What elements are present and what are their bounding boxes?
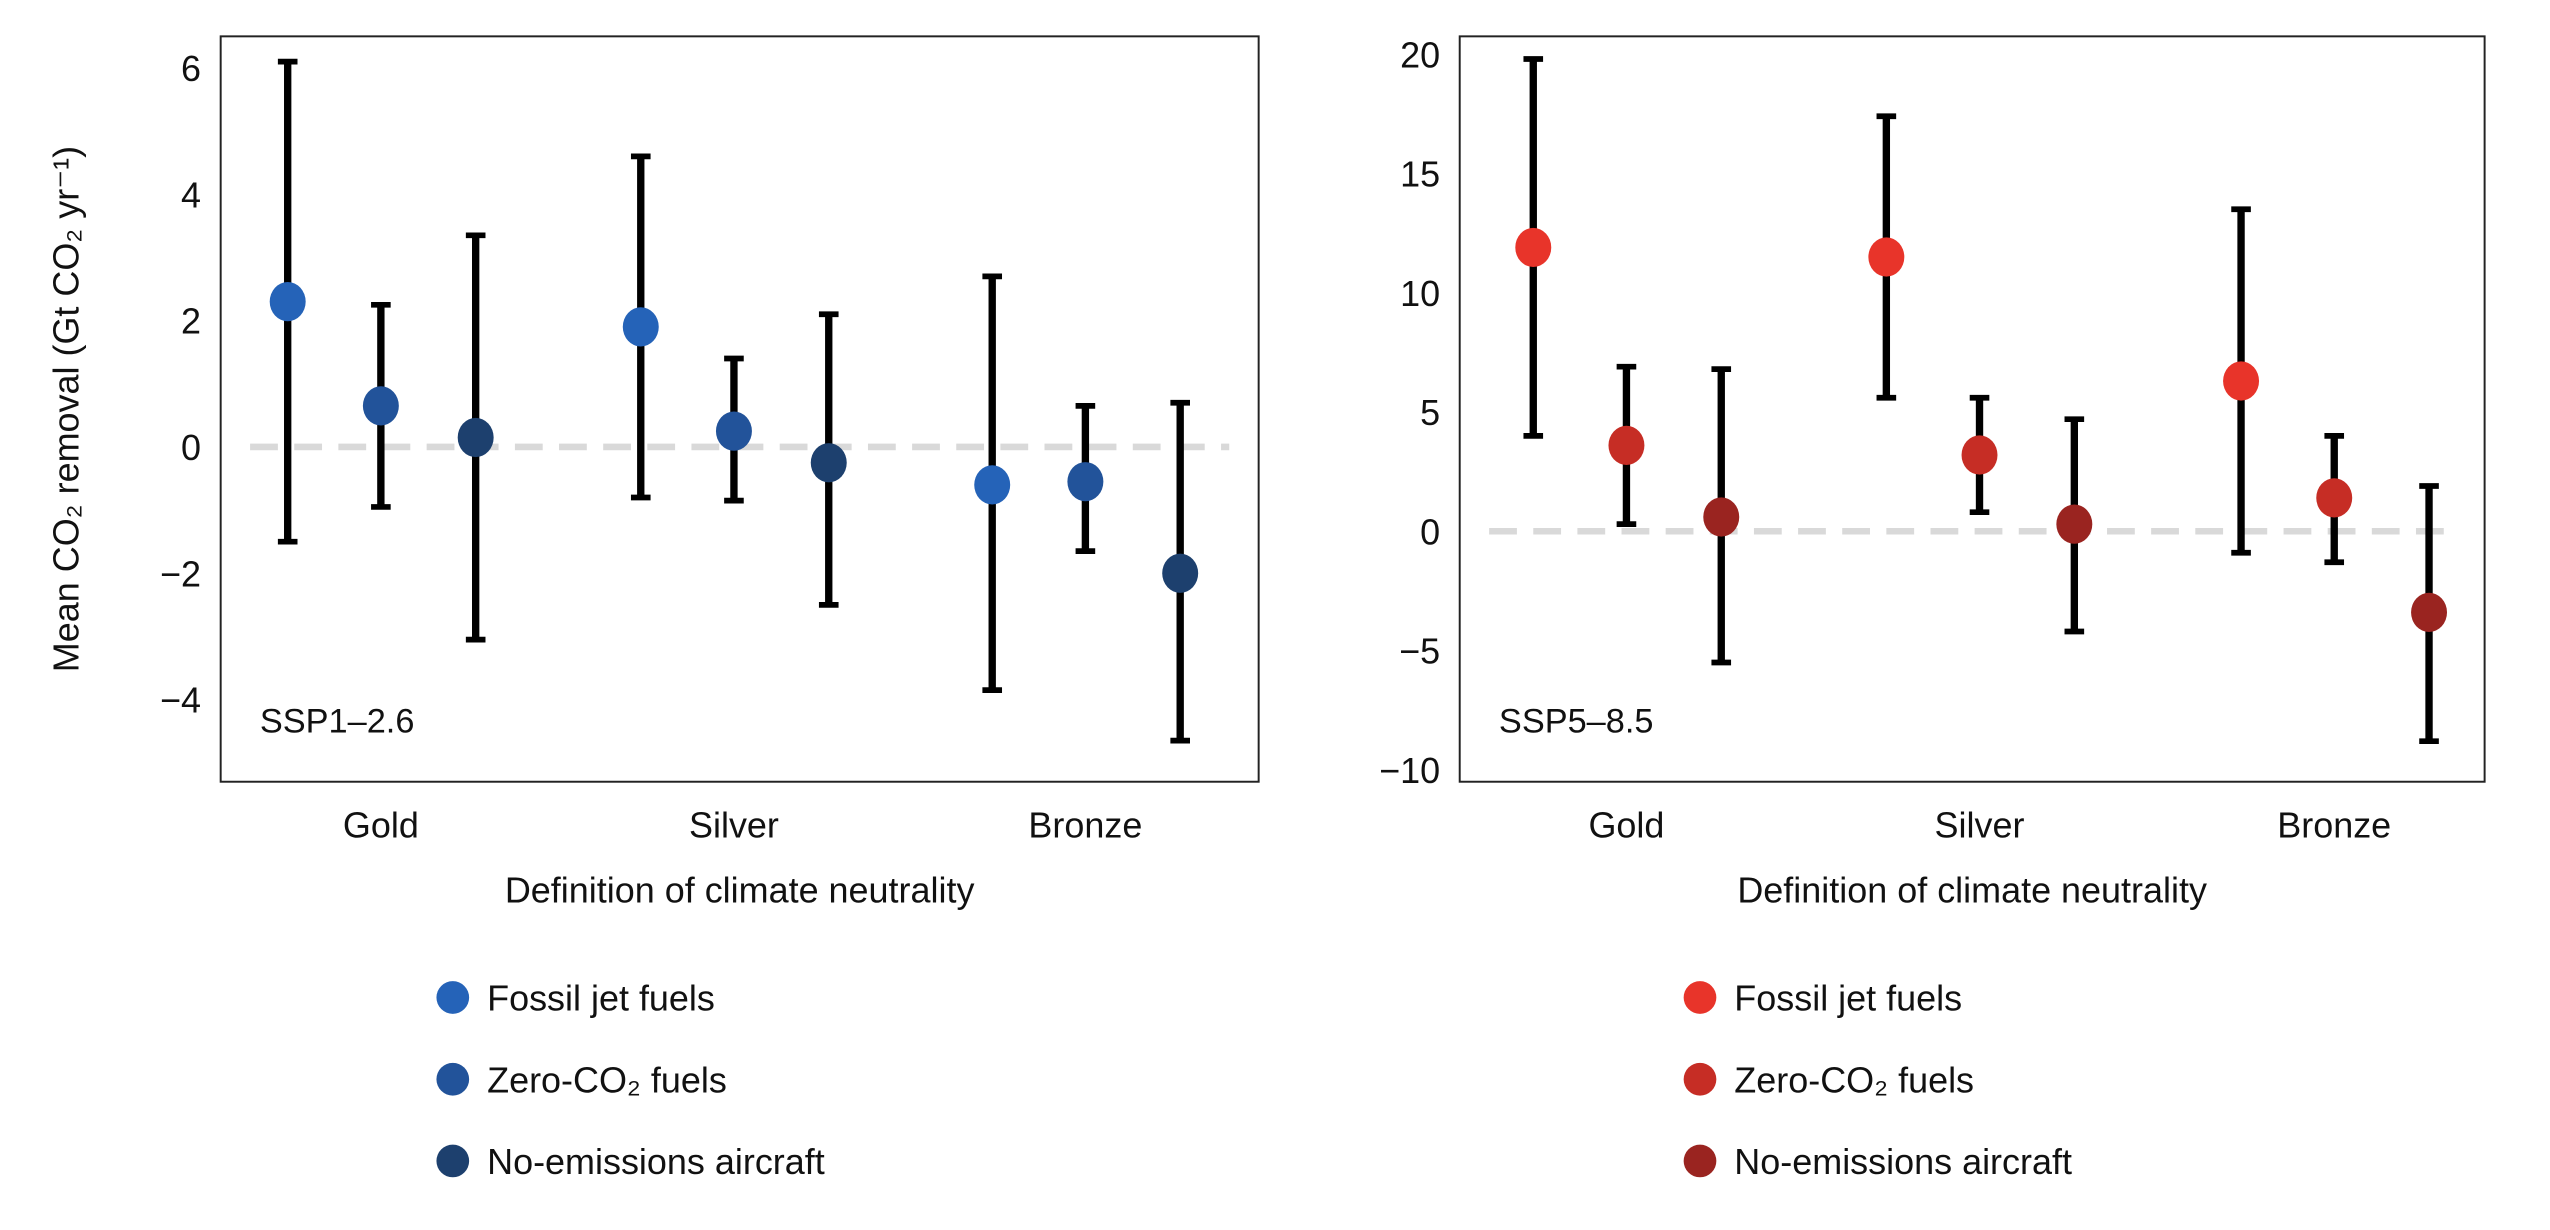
data-point [622,307,659,347]
x-axis-label: Definition of climate neutrality [505,870,975,911]
plot-frame [219,35,1260,783]
chart-panel-2: −10 −5 0 5 10 15 20 Gold Silver Bronze Definition … [1379,34,2486,1182]
y-tick-label: 2 [181,301,201,342]
legend-label: No-emissions aircraft [487,1141,825,1182]
legend-label: Zero-CO₂ fuels [1734,1059,1974,1100]
data-point [810,443,847,483]
legend-label: Fossil jet fuels [1734,978,1962,1019]
data-point [974,465,1011,505]
data-point [1067,462,1104,502]
legend-label: Zero-CO₂ fuels [487,1059,727,1100]
legend-marker [436,981,470,1014]
legend-marker [1683,981,1717,1014]
data-point [1703,497,1740,537]
data-point [2056,504,2093,544]
y-tick-label: 6 [181,48,201,89]
y-tick-label: −4 [160,680,201,721]
data-point [269,282,306,322]
legend-marker [1683,1144,1717,1178]
legend-marker [436,1144,470,1178]
y-tick-label: 5 [1420,392,1440,433]
y-tick-label: 10 [1400,273,1440,314]
x-tick-label: Bronze [1028,804,1142,845]
y-tick-label: −2 [160,553,201,594]
y-tick-label: 15 [1400,154,1440,195]
data-point [1868,237,1905,277]
y-tick-label: 4 [181,174,201,215]
data-point [2411,592,2448,632]
x-tick-label: Silver [689,804,779,845]
y-tick-label: −10 [1379,750,1440,791]
y-axis-label: Mean CO₂ removal (Gt CO₂ yr⁻¹) [45,146,86,672]
x-tick-label: Gold [343,804,419,845]
plot-frame [1458,35,2486,783]
data-point [2316,478,2353,518]
y-tick-label: 0 [1420,511,1440,552]
x-tick-label: Silver [1935,804,2025,845]
legend-label: No-emissions aircraft [1734,1141,2072,1182]
data-point [715,411,752,451]
data-point [1515,227,1552,268]
legend-label: Fossil jet fuels [487,978,715,1019]
legend-marker [1683,1062,1717,1096]
y-tick-label: −5 [1399,631,1440,672]
legend-marker [436,1062,470,1096]
y-tick-label: 20 [1400,34,1440,75]
data-point [457,417,494,458]
scenario-label: SSP5–8.5 [1499,703,1654,741]
data-point [1961,435,1998,475]
data-point [1162,553,1199,593]
y-tick-label: 0 [181,427,201,468]
data-point [2223,361,2260,401]
chart-panel-1: −4 −2 0 2 4 6 Gold Silver Bronze Definition of cl… [45,35,1260,1182]
data-point [1608,425,1645,466]
scenario-label: SSP1–2.6 [260,703,415,741]
x-axis-label: Definition of climate neutrality [1737,870,2207,911]
data-point [362,386,399,426]
x-tick-label: Bronze [2277,804,2391,845]
x-tick-label: Gold [1588,804,1664,845]
